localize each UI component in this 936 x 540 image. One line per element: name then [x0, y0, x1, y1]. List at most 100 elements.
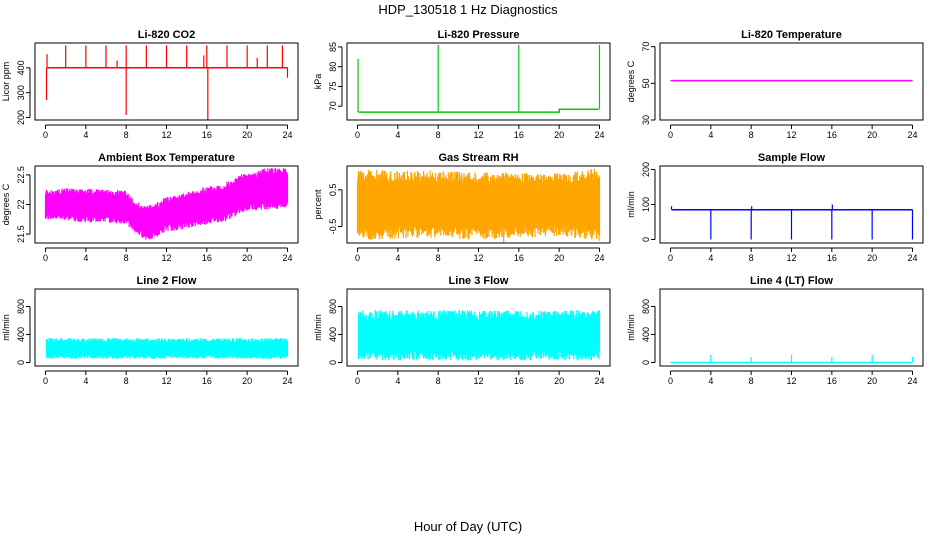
x-tick-label: 20: [867, 376, 877, 386]
plot-frame: [346, 42, 611, 121]
x-tick-label: 12: [473, 130, 483, 140]
y-tick-label: 80: [328, 62, 338, 72]
x-tick-label: 0: [43, 376, 48, 386]
y-tick-label: 22: [16, 199, 26, 209]
series-group: [357, 310, 601, 361]
x-tick-label: 16: [514, 253, 524, 263]
y-axis-label: ml/min: [313, 314, 323, 341]
panel-line3: Line 3 Flow 0 4 8 12 16 20 24 0 400 800 ml/min: [313, 275, 611, 386]
y-axis-label: kPa: [313, 74, 323, 90]
x-tick-label: 24: [282, 253, 292, 263]
x-tick-label: 8: [749, 130, 754, 140]
panel-rh: Gas Stream RH 0 4 8 12 16 20 24 -0.5 0.5 percent: [313, 152, 611, 263]
x-tick-label: 8: [124, 130, 129, 140]
series-line: [358, 108, 599, 113]
y-tick-label: 300: [16, 85, 26, 100]
y-axis-label: ml/min: [626, 191, 636, 218]
x-tick-label: 4: [708, 376, 713, 386]
x-tick-label: 20: [242, 376, 252, 386]
x-tick-label: 12: [161, 130, 171, 140]
y-tick-label: 0.5: [328, 184, 338, 197]
x-tick-label: 20: [554, 376, 564, 386]
x-tick-label: 8: [124, 376, 129, 386]
panel-title: Li-820 Temperature: [741, 29, 842, 41]
y-tick-label: 200: [641, 162, 651, 177]
x-tick-label: 16: [827, 253, 837, 263]
y-tick-label: 0: [641, 360, 651, 365]
y-tick-label: 400: [641, 327, 651, 342]
x-tick-label: 20: [242, 253, 252, 263]
y-tick-label: 400: [16, 327, 26, 342]
x-tick-label: 24: [594, 253, 604, 263]
x-tick-label: 20: [554, 253, 564, 263]
y-tick-label: 50: [641, 78, 651, 88]
x-tick-label: 0: [43, 130, 48, 140]
x-tick-label: 12: [473, 253, 483, 263]
x-tick-label: 0: [355, 130, 360, 140]
x-tick-label: 0: [668, 130, 673, 140]
panel-title: Line 3 Flow: [449, 275, 509, 287]
x-tick-label: 4: [83, 130, 88, 140]
x-tick-label: 24: [282, 130, 292, 140]
x-tick-label: 12: [786, 130, 796, 140]
y-tick-label: 800: [641, 299, 651, 314]
series-group: [670, 354, 914, 364]
x-tick-label: 0: [43, 253, 48, 263]
y-tick-label: 800: [16, 299, 26, 314]
y-tick-label: 100: [641, 197, 651, 212]
y-tick-label: 70: [328, 101, 338, 111]
x-tick-label: 24: [907, 130, 917, 140]
series-group: [356, 168, 601, 243]
x-tick-label: 8: [749, 376, 754, 386]
plot-frame: [659, 288, 924, 367]
x-tick-label: 16: [827, 376, 837, 386]
x-tick-label: 12: [473, 376, 483, 386]
plot-frame: [346, 288, 611, 367]
x-tick-label: 8: [749, 253, 754, 263]
series-band: [357, 310, 601, 361]
y-tick-label: 0: [641, 237, 651, 242]
x-tick-label: 4: [83, 253, 88, 263]
panel-title: Li-820 Pressure: [438, 29, 520, 41]
panel-line4: Line 4 (LT) Flow 0 4 8 12 16 20 24 0 400 800 ml/min: [626, 275, 924, 386]
figure-title: HDP_130518 1 Hz Diagnostics: [378, 2, 558, 17]
panel-line2: Line 2 Flow 0 4 8 12 16 20 24 0 400 800 ml/min: [1, 275, 299, 386]
x-tick-label: 4: [395, 376, 400, 386]
panel-title: Line 2 Flow: [137, 275, 197, 287]
x-tick-label: 0: [355, 376, 360, 386]
y-tick-label: 70: [641, 42, 651, 52]
plot-frame: [34, 42, 299, 121]
panel-title: Sample Flow: [758, 152, 826, 164]
y-tick-label: 21.5: [16, 225, 26, 243]
x-tick-label: 4: [708, 130, 713, 140]
y-tick-label: 800: [328, 299, 338, 314]
x-tick-label: 4: [395, 130, 400, 140]
x-tick-label: 24: [594, 376, 604, 386]
x-tick-label: 16: [202, 376, 212, 386]
y-tick-label: 400: [328, 327, 338, 342]
x-tick-label: 20: [867, 253, 877, 263]
panel-title: Gas Stream RH: [438, 152, 518, 164]
x-tick-label: 16: [514, 130, 524, 140]
x-tick-label: 8: [436, 253, 441, 263]
y-tick-label: 85: [328, 42, 338, 52]
y-tick-label: 75: [328, 81, 338, 91]
x-tick-label: 8: [124, 253, 129, 263]
y-tick-label: 22.5: [16, 166, 26, 184]
x-tick-label: 4: [83, 376, 88, 386]
x-tick-label: 8: [436, 376, 441, 386]
panel-temp820: Li-820 Temperature 0 4 8 12 16 20 24 30 50 70 degre…: [626, 29, 924, 140]
x-tick-label: 16: [827, 130, 837, 140]
series-group: [45, 45, 289, 120]
series-band: [356, 168, 601, 241]
series-band: [44, 168, 289, 240]
y-tick-label: -0.5: [328, 219, 338, 235]
x-tick-label: 24: [907, 253, 917, 263]
x-tick-label: 20: [867, 130, 877, 140]
x-tick-label: 0: [355, 253, 360, 263]
y-axis-label: degrees C: [1, 183, 11, 225]
x-tick-label: 16: [202, 130, 212, 140]
x-tick-label: 16: [514, 376, 524, 386]
